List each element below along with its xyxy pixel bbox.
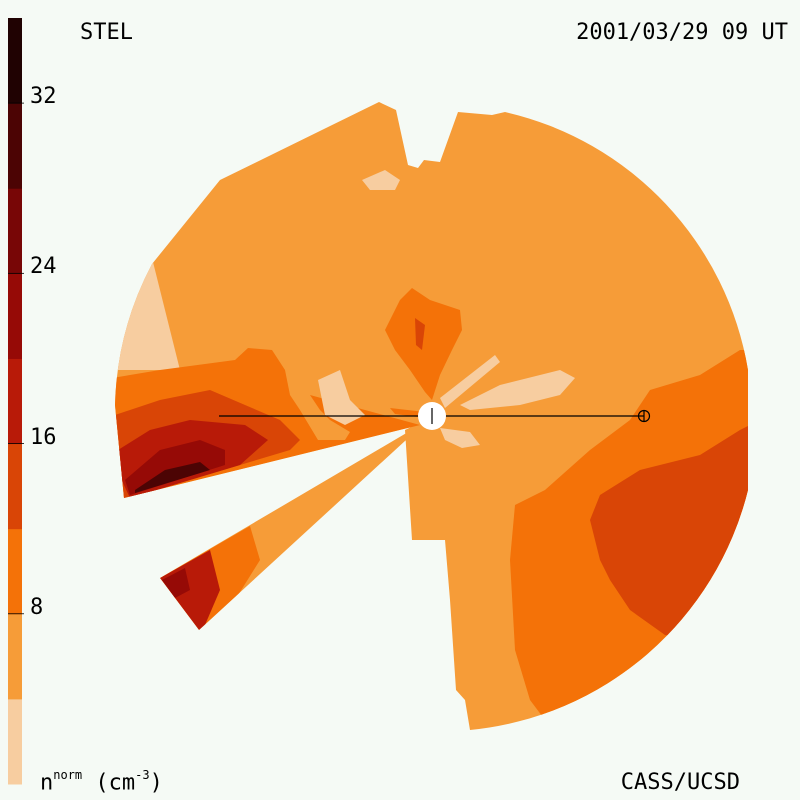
colorbar-level-8 [8, 18, 22, 104]
colorbar-level-3 [8, 443, 22, 530]
colorbar-level-0 [8, 698, 22, 785]
region-level-6-wedge [162, 568, 190, 598]
colorbar-level-4 [8, 358, 22, 445]
region-level-3-plume [385, 288, 462, 400]
region-level-4-plume [415, 318, 425, 350]
colorbar-tick-label: 32 [30, 84, 57, 110]
markers [219, 402, 651, 430]
unit-close: ) [149, 770, 163, 795]
unit-exponent: -3 [135, 767, 150, 782]
region-level-1-top [362, 170, 400, 190]
unit-superscript: norm [53, 767, 83, 782]
colorbar-unit-label: nnorm (cm-3) [40, 767, 163, 795]
colorbar-tick-label: 16 [30, 424, 57, 450]
colorbar-tick-label: 24 [30, 254, 57, 280]
region-level-1-center-left [318, 370, 365, 425]
colorbar-level-2 [8, 528, 22, 615]
colorbar [8, 18, 24, 785]
colorbar-level-7 [8, 103, 22, 189]
credit-label: CASS/UCSD [620, 770, 740, 795]
instrument-label: STEL [80, 20, 133, 45]
colorbar-level-5 [8, 273, 22, 359]
colorbar-level-6 [8, 188, 22, 274]
unit-symbol: n [40, 770, 54, 795]
colorbar-level-1 [8, 613, 22, 700]
region-level-1-center-right [460, 370, 575, 410]
region-level-1-center-bottom [440, 428, 480, 448]
datetime-label: 2001/03/29 09 UT [576, 20, 788, 45]
region-level-7-left [135, 462, 210, 493]
colorbar-tick-label: 8 [30, 594, 44, 620]
unit-text: (cm [95, 770, 136, 795]
region-level-1-streak [440, 355, 500, 408]
